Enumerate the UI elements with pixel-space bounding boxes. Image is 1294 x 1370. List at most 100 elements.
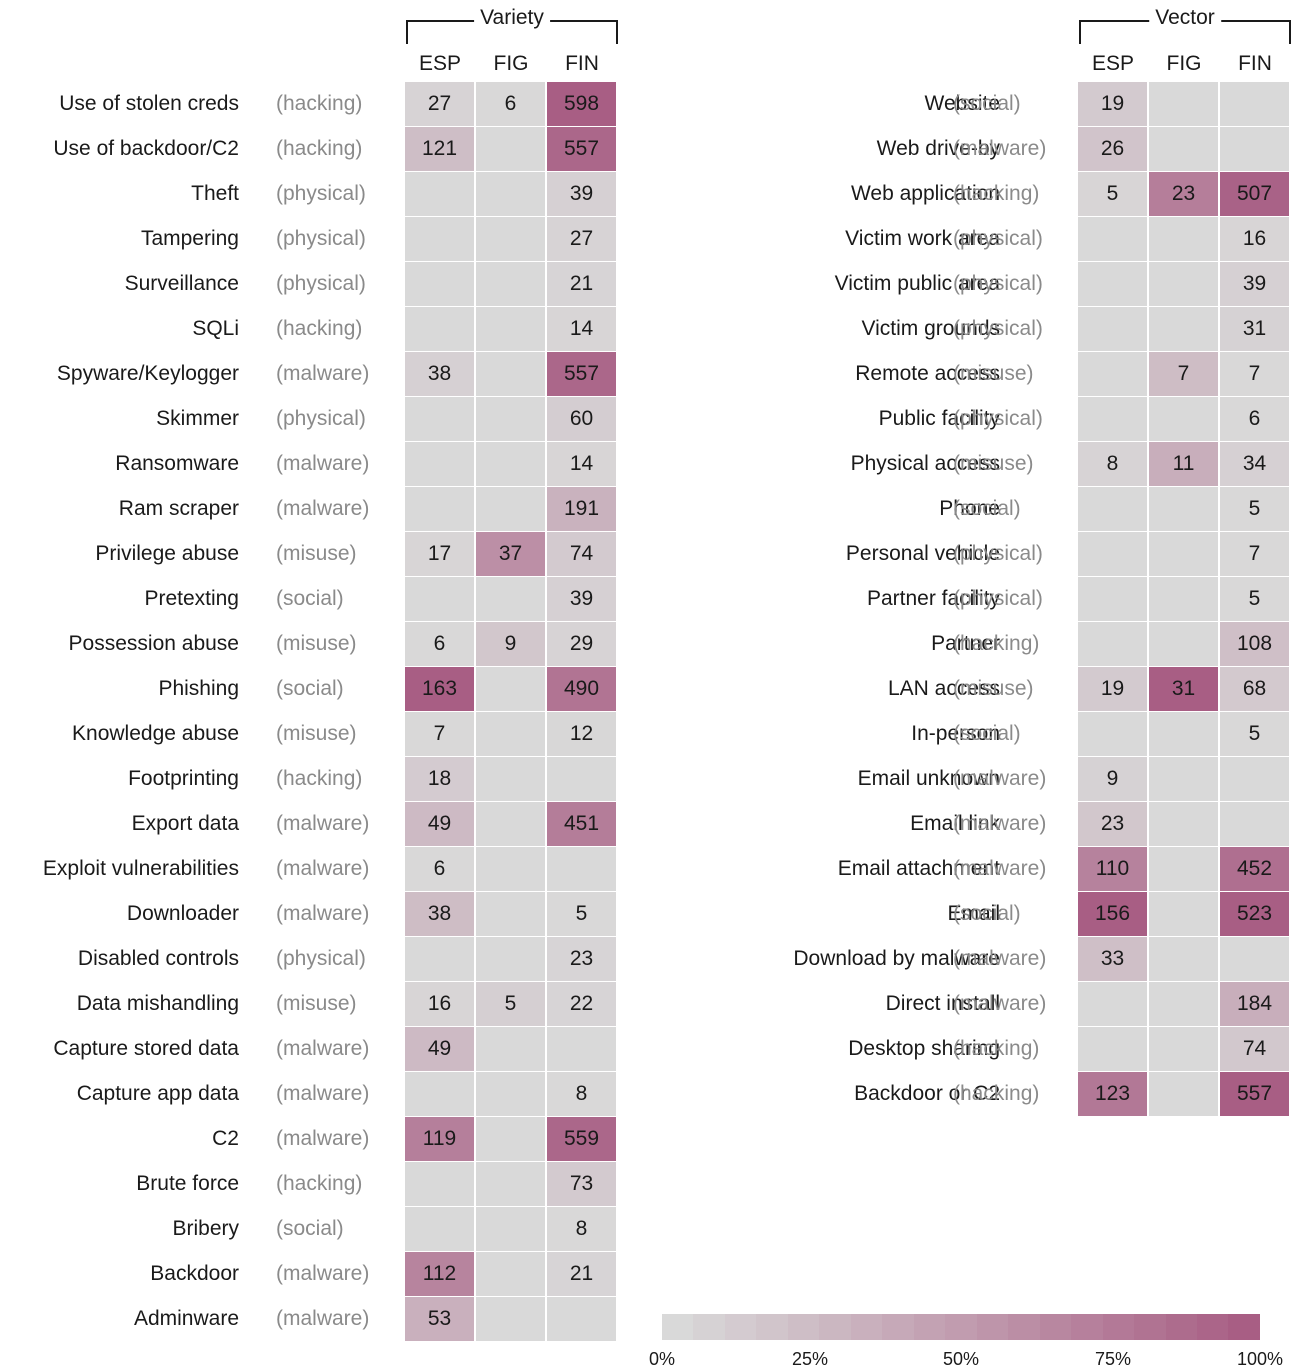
heatmap-cell [476,262,545,306]
row-category: (malware) [953,137,1047,160]
heatmap-cell [476,1027,545,1071]
legend-tick: 75% [1094,1349,1132,1369]
row-category: (misuse) [953,362,1034,385]
heatmap-cell: 7 [1220,352,1289,396]
row-category: (physical) [953,272,1043,295]
row-category: (hacking) [953,182,1040,205]
heatmap-cell [1078,622,1147,666]
heatmap-cell [1149,982,1218,1026]
heatmap-cell [476,667,545,711]
row-category: (hacking) [276,767,363,790]
heatmap-cell [1220,802,1289,846]
legend-color-scale [662,1314,1260,1340]
heatmap-cell [1078,262,1147,306]
heatmap-cell: 12 [547,712,616,756]
row-category: (hacking) [276,137,363,160]
legend-tick: 50% [942,1349,980,1369]
row-label: Theft [191,182,239,205]
heatmap-cell: 6 [476,82,545,126]
heatmap-cell [405,937,474,981]
heatmap-cell [476,307,545,351]
row-label: Spyware/Keylogger [56,362,239,385]
row-label: Ransomware [115,452,239,475]
heatmap-cell: 8 [547,1072,616,1116]
legend-step [787,1314,820,1340]
heatmap-cell: 31 [1149,667,1218,711]
row-category: (social) [953,722,1021,745]
row-label: Bribery [172,1217,239,1240]
heatmap-cell [1149,622,1218,666]
row-category: (hacking) [276,317,363,340]
row-label: Possession abuse [68,632,239,655]
vector-col-esp: ESP [1091,52,1135,75]
heatmap-cell: 14 [547,307,616,351]
legend-step [1228,1314,1260,1340]
heatmap-cell [1149,532,1218,576]
heatmap-cell: 163 [405,667,474,711]
heatmap-cell: 11 [1149,442,1218,486]
row-label: Ram scraper [118,497,239,520]
row-label: Privilege abuse [95,542,239,565]
row-category: (physical) [276,407,366,430]
row-label: Email [947,902,1000,925]
heatmap-cell [1078,487,1147,531]
heatmap-cell: 156 [1078,892,1147,936]
row-category: (social) [953,902,1021,925]
heatmap-cell: 16 [405,982,474,1026]
heatmap-cell: 112 [405,1252,474,1296]
heatmap-cell: 8 [1078,442,1147,486]
heatmap-cell [476,1252,545,1296]
heatmap-cell [1149,307,1218,351]
heatmap-cell [1220,127,1289,171]
heatmap-cell [547,757,616,801]
heatmap-cell [1149,217,1218,261]
row-category: (misuse) [276,722,357,745]
row-category: (malware) [276,362,370,385]
heatmap-cell: 110 [1078,847,1147,891]
heatmap-cell: 22 [547,982,616,1026]
heatmap-cell: 38 [405,892,474,936]
row-category: (malware) [953,992,1047,1015]
heatmap-cell [1149,802,1218,846]
heatmap-cell [476,172,545,216]
heatmap-cell: 7 [1149,352,1218,396]
heatmap-cell [1078,577,1147,621]
row-category: (social) [276,677,344,700]
heatmap-cell [547,1297,616,1341]
row-category: (physical) [276,947,366,970]
row-label: In-person [911,722,1000,745]
row-category: (physical) [953,407,1043,430]
heatmap-cell [1149,82,1218,126]
row-label: Desktop sharing [848,1037,1000,1060]
legend-step [976,1314,1009,1340]
heatmap-cell [1149,892,1218,936]
legend-step [945,1314,977,1340]
heatmap-cell: 73 [547,1162,616,1206]
heatmap-cell [1149,262,1218,306]
row-label: Data mishandling [76,992,239,1015]
row-category: (malware) [276,452,370,475]
row-label: Personal vehicle [845,542,1000,565]
heatmap-cell: 9 [1078,757,1147,801]
row-label: Use of stolen creds [59,92,239,115]
heatmap-cell: 6 [405,622,474,666]
heatmap-cell [1078,712,1147,756]
row-label: Export data [131,812,239,835]
heatmap-cell: 33 [1078,937,1147,981]
heatmap-cell [476,1207,545,1251]
heatmap-cell: 184 [1220,982,1289,1026]
heatmap-cell [405,262,474,306]
heatmap-cell: 26 [1078,127,1147,171]
heatmap-cell [1149,757,1218,801]
heatmap-cell: 507 [1220,172,1289,216]
variety-col-fin: FIN [565,52,599,75]
row-label: Email link [910,812,1000,835]
row-label: Victim work area [845,227,1000,250]
heatmap-cell: 5 [1220,712,1289,756]
heatmap-cell [1220,82,1289,126]
heatmap-cell: 5 [1220,487,1289,531]
heatmap-cell: 5 [1220,577,1289,621]
row-category: (hacking) [953,632,1040,655]
heatmap-cell [1078,307,1147,351]
heatmap-cell [476,1072,545,1116]
